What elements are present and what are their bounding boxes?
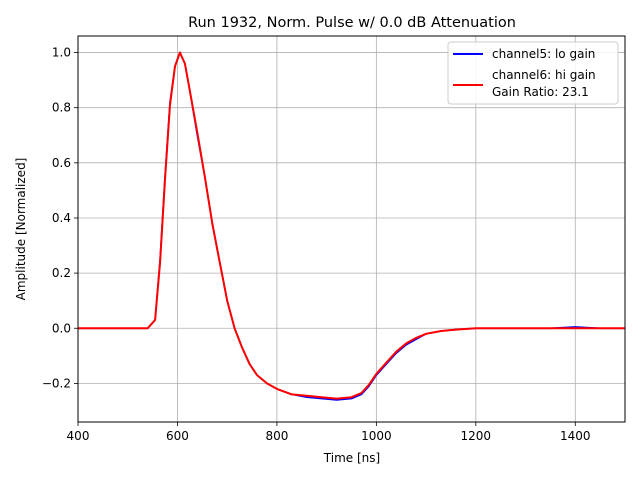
x-tick-label: 1200 bbox=[461, 429, 492, 443]
legend-annotation-gain-ratio: Gain Ratio: 23.1 bbox=[492, 85, 589, 99]
y-tick-label: 0.0 bbox=[52, 321, 71, 335]
legend-label-channel5: channel5: lo gain bbox=[492, 47, 595, 61]
legend-label-channel6: channel6: hi gain bbox=[492, 68, 596, 82]
x-axis-label: Time [ns] bbox=[323, 451, 380, 465]
legend-frame bbox=[447, 41, 619, 105]
x-tick-label: 1000 bbox=[361, 429, 392, 443]
x-tick-label: 400 bbox=[67, 429, 90, 443]
y-axis-label: Amplitude [Normalized] bbox=[14, 158, 28, 301]
grid bbox=[77, 36, 625, 422]
chart-title: Run 1932, Norm. Pulse w/ 0.0 dB Attenuat… bbox=[188, 15, 516, 31]
x-tick-label: 1400 bbox=[560, 429, 591, 443]
y-tick-label: −0.2 bbox=[42, 376, 71, 390]
plot-frame bbox=[77, 35, 626, 423]
series-line-channel6 bbox=[78, 51, 625, 400]
legend: channel5: lo gain channel6: hi gain Gain… bbox=[447, 41, 619, 105]
y-tick-label: 0.2 bbox=[52, 266, 71, 280]
x-axis-ticks: 400 600 800 1000 1200 1400 bbox=[67, 422, 591, 443]
y-tick-label: 1.0 bbox=[52, 46, 71, 60]
y-axis-ticks: −0.2 0.0 0.2 0.4 0.6 0.8 1.0 bbox=[42, 46, 78, 390]
y-tick-label: 0.8 bbox=[52, 101, 71, 115]
y-tick-label: 0.4 bbox=[52, 211, 71, 225]
plot-lines bbox=[78, 51, 625, 401]
x-tick-label: 800 bbox=[265, 429, 288, 443]
y-tick-label: 0.6 bbox=[52, 156, 71, 170]
x-tick-label: 600 bbox=[166, 429, 189, 443]
